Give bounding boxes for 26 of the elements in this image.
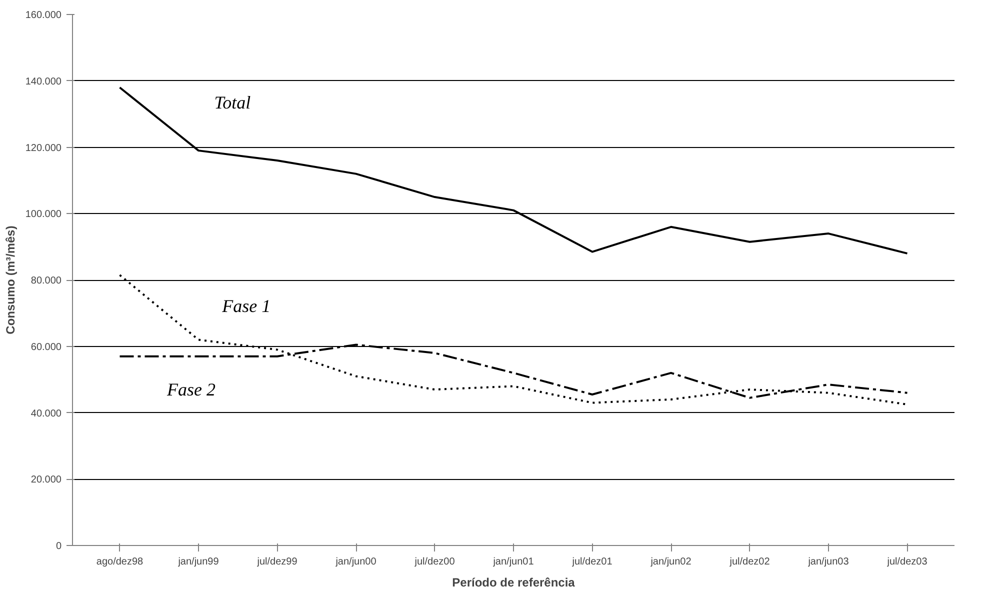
y-tick-label: 20.000 (30, 474, 62, 486)
x-tick-label: jan/jun00 (334, 556, 377, 568)
text: Total (214, 92, 251, 113)
line-series (118, 86, 908, 254)
series-label: Fase 1 (221, 296, 271, 316)
x-tick-label: ago/dez98 (96, 556, 144, 568)
y-tick-label: 120.000 (25, 142, 62, 154)
x-tick-label: jan/jun02 (650, 556, 692, 568)
x-tick-label: jul/dez02 (728, 556, 770, 568)
y-tick-label: 0 (56, 541, 62, 552)
y-axis-title: Consumo (m³/mês) (3, 226, 18, 334)
x-tick-label: jul/dez03 (886, 556, 928, 568)
y-tick-label: 160.000 (25, 10, 62, 21)
y-tick-label: 100.000 (25, 209, 62, 220)
x-tick-label: jul/dez99 (256, 556, 298, 568)
x-tick-label: jan/jun01 (492, 556, 534, 568)
x-tick-label: jan/jun99 (177, 556, 220, 568)
y-tick-label: 60.000 (30, 342, 62, 353)
y-tick-label: 80.000 (30, 276, 62, 286)
x-tick-label: jul/dez01 (571, 556, 613, 568)
x-axis-title: Período de referência (452, 576, 576, 590)
x-tick-label: jan/jun03 (807, 556, 850, 568)
y-tick-label: 140.000 (25, 76, 62, 88)
y-tick-label: 40.000 (30, 408, 62, 420)
series-label: Fase 2 (166, 379, 216, 400)
x-tick-label: jul/dez00 (414, 556, 456, 568)
